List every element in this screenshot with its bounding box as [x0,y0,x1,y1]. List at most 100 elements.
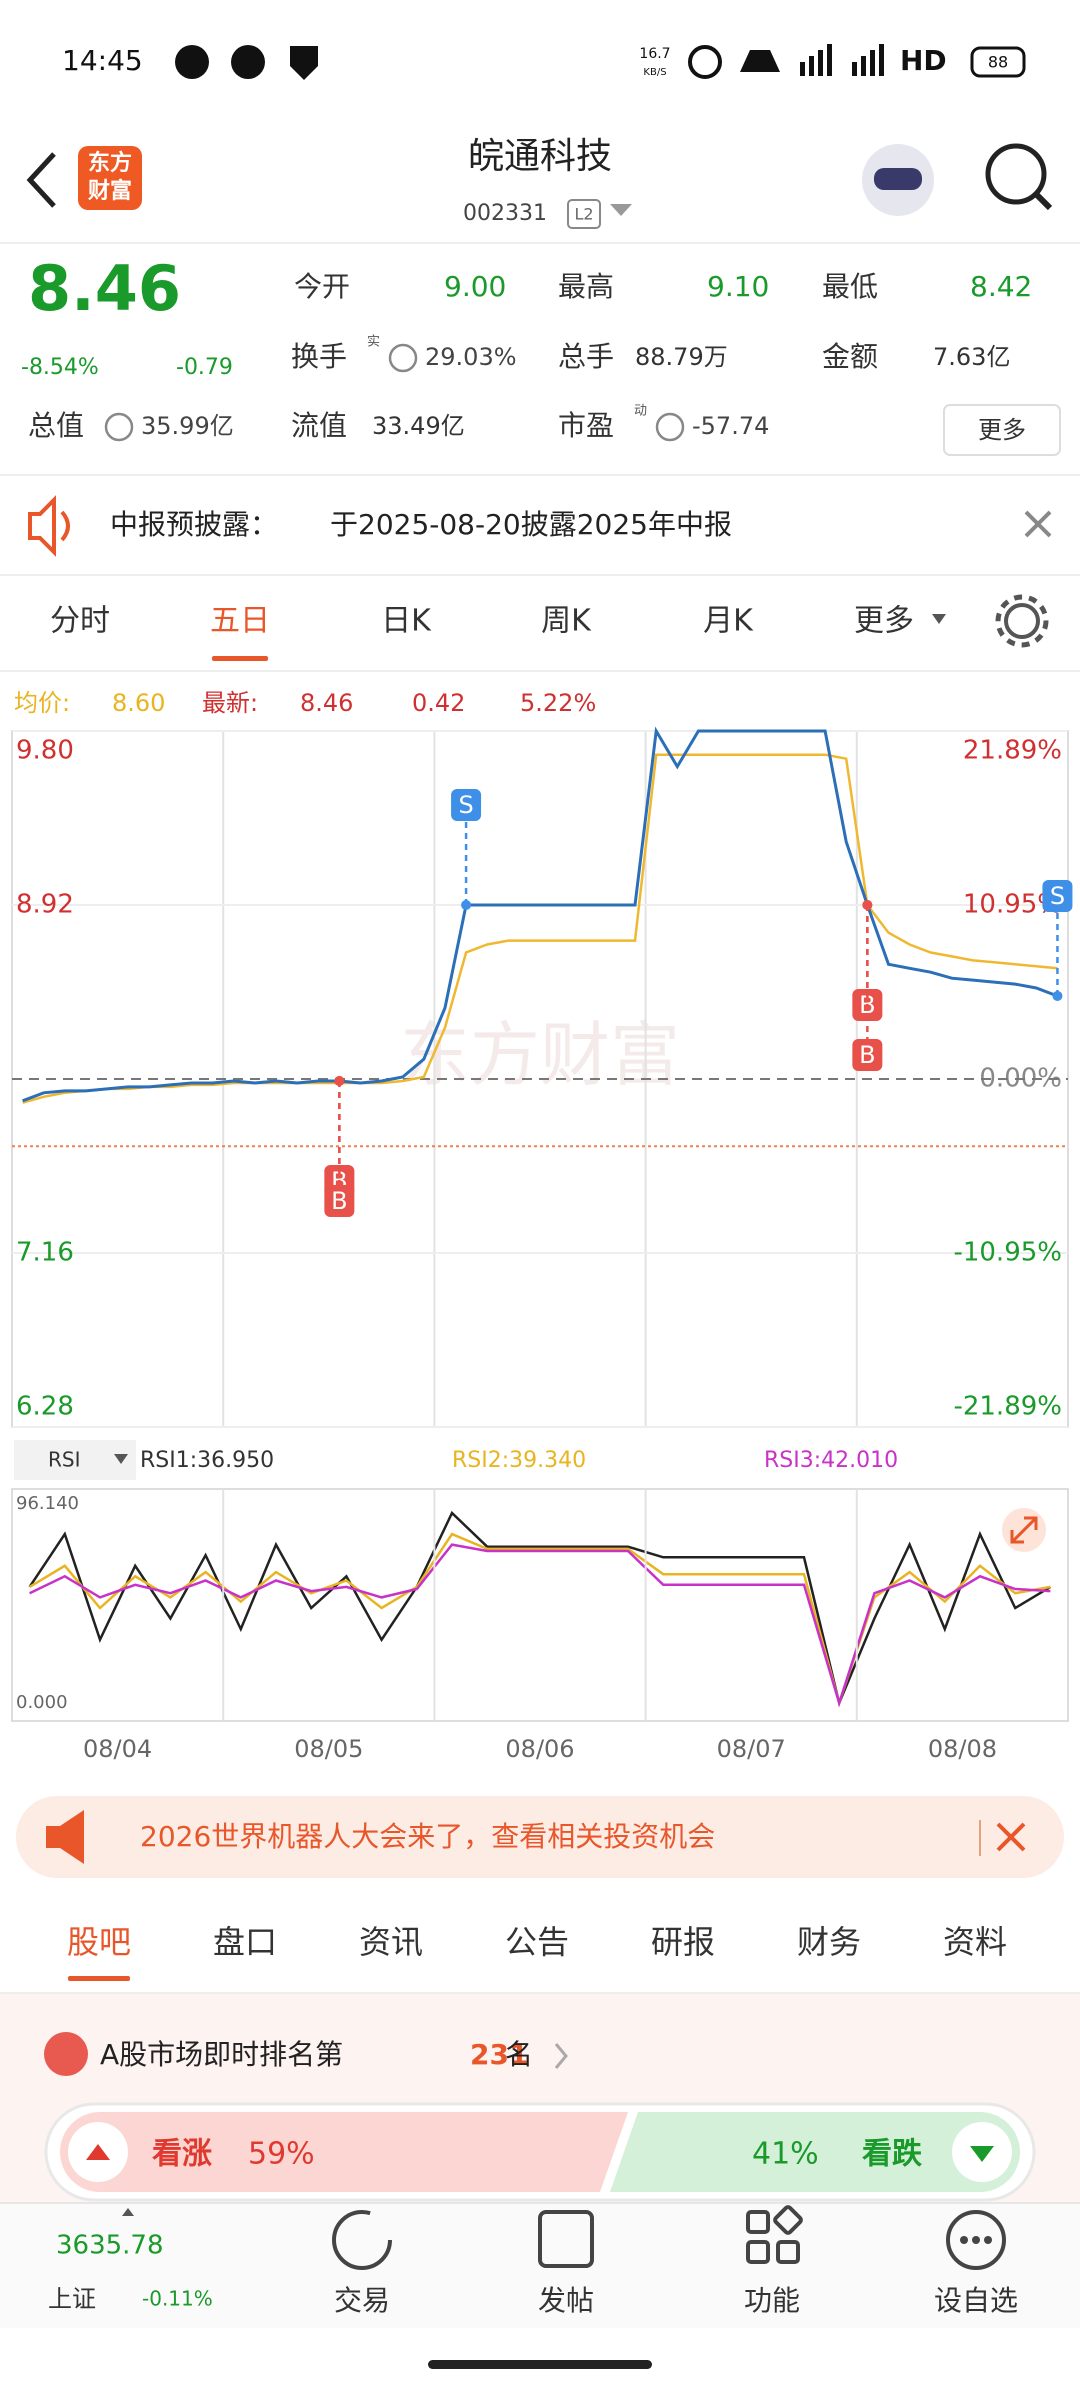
tab[interactable]: 资料 [943,1923,1007,1961]
banner-bg[interactable] [16,1796,1064,1878]
info: 8.60 [112,689,165,717]
y-tick-label: 6.28 [16,1392,74,1422]
field-sup: 实 [367,335,380,350]
info-icon[interactable] [104,412,134,442]
index-value[interactable]: 3635.78 [56,2231,164,2261]
quote: 8.46 -8.54% -0.79 更多 今开 9.00 最高 9.10 最低 8.42 换… [0,252,1080,476]
vote-down-bar[interactable] [610,2112,1020,2192]
post-icon[interactable] [538,2210,594,2268]
trade-point [1052,990,1063,1001]
rank-text: A股市场即时排名第 [100,2038,343,2071]
nav-label[interactable]: 发帖 [538,2284,594,2317]
field-label: 流值 [291,409,347,442]
trade-point [334,1075,345,1086]
search-button[interactable] [985,143,1047,205]
tab[interactable]: 财务 [797,1923,861,1961]
field-sup: 动 [634,404,647,419]
back-button[interactable] [26,152,56,208]
bottom-nav: 3635.78 上证 -0.11% 交易 发帖 功能 设自选 [0,2202,1080,2328]
function-icon[interactable] [746,2205,803,2264]
change: -0.79 [176,355,233,380]
legend: RSI3:42.010 [764,1448,898,1473]
info: 8.46 [300,689,353,717]
field-value: 9.00 [444,270,506,303]
rsi-line [28,1532,1051,1708]
level-badge [567,199,601,229]
nav-label[interactable]: 设自选 [934,2284,1018,2317]
index-name: 上证 [48,2285,96,2313]
tab[interactable]: 周K [541,604,592,639]
rsi-line [29,1543,1051,1708]
field-label: 换手 [291,340,347,373]
notice-text: 于2025-08-20披露2025年中报 [330,508,732,541]
tab[interactable]: 研报 [651,1923,715,1961]
logo-text: 财富 [88,178,132,204]
price: 8.46 [28,252,181,325]
rsi-frame [11,1488,1069,1722]
trade-label: B [859,1041,875,1069]
trade-badge [324,1184,355,1217]
tab-indicator [68,1976,130,1981]
icon [231,45,265,79]
divider [0,474,1080,476]
field-value: -57.74 [692,412,769,440]
icon [290,46,318,80]
trade-point [461,900,472,910]
trade-badge [1042,879,1073,912]
divider [0,670,1080,672]
legend: RSI1:36.950 [140,1448,274,1473]
chevron[interactable] [554,2043,568,2069]
info-icon[interactable] [655,412,685,442]
tab[interactable]: 更多 [854,604,914,639]
tab[interactable]: 公告 [505,1923,569,1961]
avg-line [22,753,1058,1104]
tab[interactable]: 分时 [50,604,110,639]
trade-badge [451,789,482,821]
field-value: 88.79万 [635,343,728,371]
rank-suffix: 名 [505,2038,533,2071]
info-icon[interactable] [388,343,418,373]
more-button[interactable] [943,404,1061,456]
down-label: 看跌 [862,2137,922,2172]
speaker [28,495,56,557]
field-value: 33.49亿 [372,412,465,440]
tab[interactable]: 五日 [210,604,270,639]
status-bar: 14:45 16.7 KB/S HD 88 [62,44,1026,80]
dots [960,2236,992,2244]
field-label: 最低 [822,270,878,303]
field-label: 今开 [294,270,350,303]
x-tick-label: 08/04 [83,1735,152,1763]
settings-button[interactable] [1004,603,1040,639]
tab[interactable]: 日K [381,604,432,639]
stock-code: 002331 [463,201,547,226]
price-line [22,726,1058,1103]
level: L2 [574,205,593,224]
vote-up-bar[interactable] [60,2112,628,2192]
divider [0,2202,1080,2204]
info: 均价: [14,689,70,717]
tab[interactable]: 资讯 [359,1923,423,1961]
watchlist-icon[interactable] [946,2210,1006,2270]
dropdown[interactable] [610,204,632,216]
close-button[interactable] [1024,510,1052,538]
tab[interactable]: 月K [703,604,754,639]
home-indicator [428,2360,652,2369]
chart-tabs: 分时 五日 日K 周K 月K 更多 [0,594,1080,672]
field-label: 总手 [558,340,614,373]
trade-icon[interactable] [332,2210,392,2270]
field-label: 总值 [28,409,84,442]
tab[interactable]: 盘口 [213,1923,277,1961]
field-value: 8.42 [970,270,1032,303]
ranking: A股市场即时排名第 231 名 [44,2032,568,2076]
x-tick-label: 08/08 [928,1735,997,1763]
tab[interactable]: 股吧 [67,1923,131,1961]
rsi-selector[interactable] [14,1440,136,1480]
y-tick-label: 8.92 [16,890,74,920]
dropdown [932,614,946,624]
nav-label[interactable]: 交易 [334,2284,390,2317]
pct: -8.54% [21,355,99,380]
nav-label[interactable]: 功能 [744,2284,800,2317]
rank-icon [44,2032,88,2076]
banner-close[interactable] [996,1822,1026,1852]
y2-tick-label: -21.89% [953,1392,1062,1422]
